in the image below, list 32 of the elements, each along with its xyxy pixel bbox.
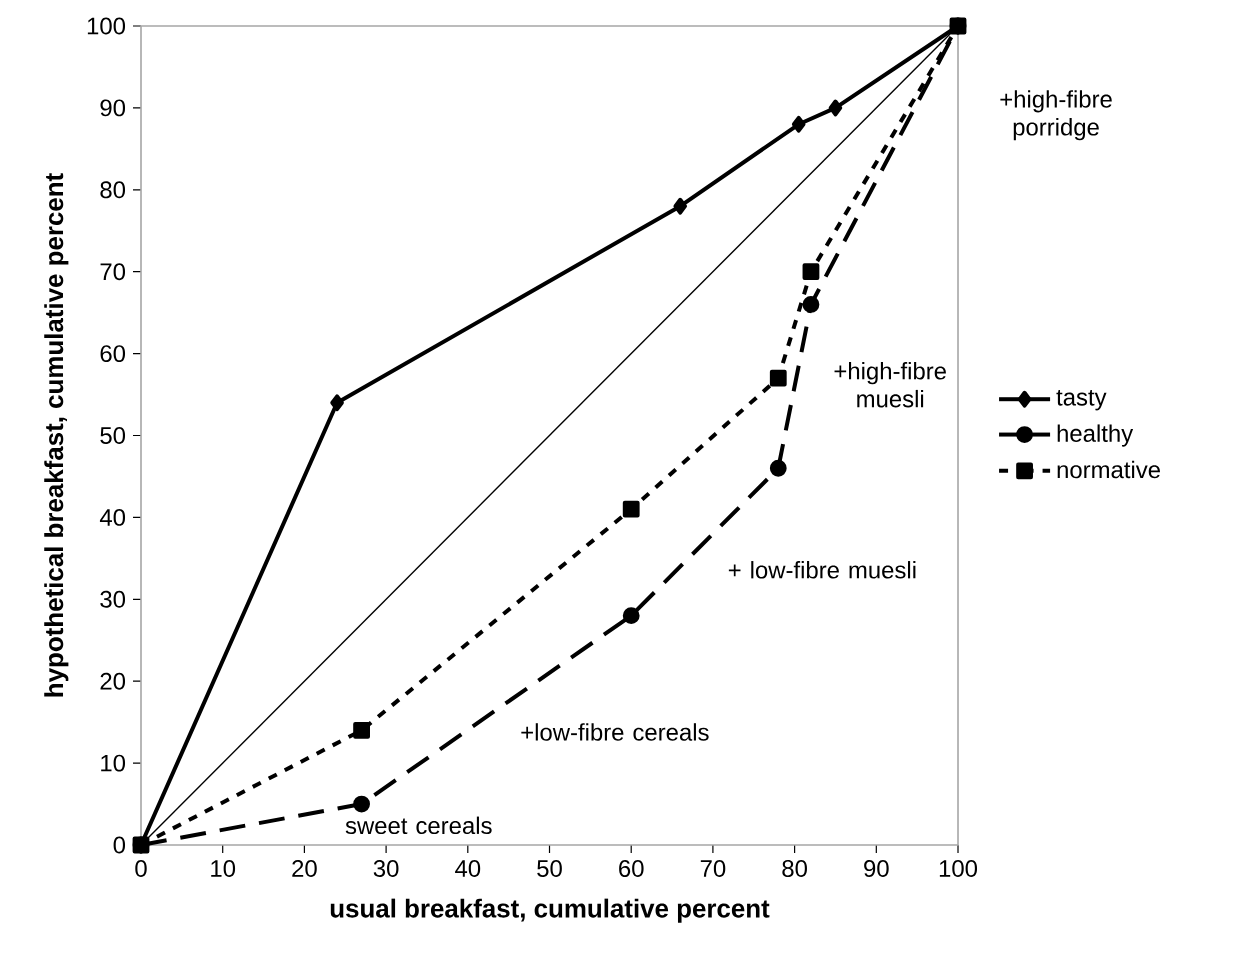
x-tick-label: 50 xyxy=(537,860,562,877)
x-tick-label: 0 xyxy=(135,860,147,877)
y-tick-label: 100 xyxy=(87,17,126,35)
legend-label: normative xyxy=(1057,460,1160,479)
x-tick-label: 80 xyxy=(782,860,807,877)
x-tick-label: 20 xyxy=(292,860,317,877)
y-tick-label: 90 xyxy=(100,99,126,117)
y-tick-label: 40 xyxy=(99,508,126,526)
x-tick-label: 100 xyxy=(939,860,978,877)
y-tick-label: 70 xyxy=(100,263,126,281)
y-tick-label: 50 xyxy=(100,427,126,444)
text: +high-fibre porridge xyxy=(1000,90,1112,141)
x-tick-label: 90 xyxy=(864,860,889,877)
y-tick-label: 80 xyxy=(100,181,126,199)
x-tick-label: 10 xyxy=(211,860,236,877)
x-tick-label: 30 xyxy=(373,860,399,877)
legend-label: tasty xyxy=(1056,389,1107,411)
x-tick-label: 40 xyxy=(455,860,481,877)
annotation: + low-fibre muesli xyxy=(728,561,916,579)
y-tick-label: 20 xyxy=(100,672,126,690)
x-tick-label: 70 xyxy=(700,860,726,877)
annotation: +low-fibre cereals xyxy=(521,723,709,741)
y-axis-title: hypothetical breakfast, cumulative percent xyxy=(44,173,69,697)
y-tick-label: 10 xyxy=(101,754,126,772)
annotation: sweet cereals xyxy=(345,816,492,835)
legend-label: healthy xyxy=(1057,424,1134,447)
annotation: +high-fibre muesli xyxy=(834,362,946,408)
x-axis-title: usual breakfast, cumulative percent xyxy=(330,898,770,923)
y-tick-label: 0 xyxy=(113,836,126,854)
y-tick-label: 60 xyxy=(100,345,126,363)
y-tick-label: 30 xyxy=(100,590,126,608)
x-tick-label: 60 xyxy=(619,860,644,877)
